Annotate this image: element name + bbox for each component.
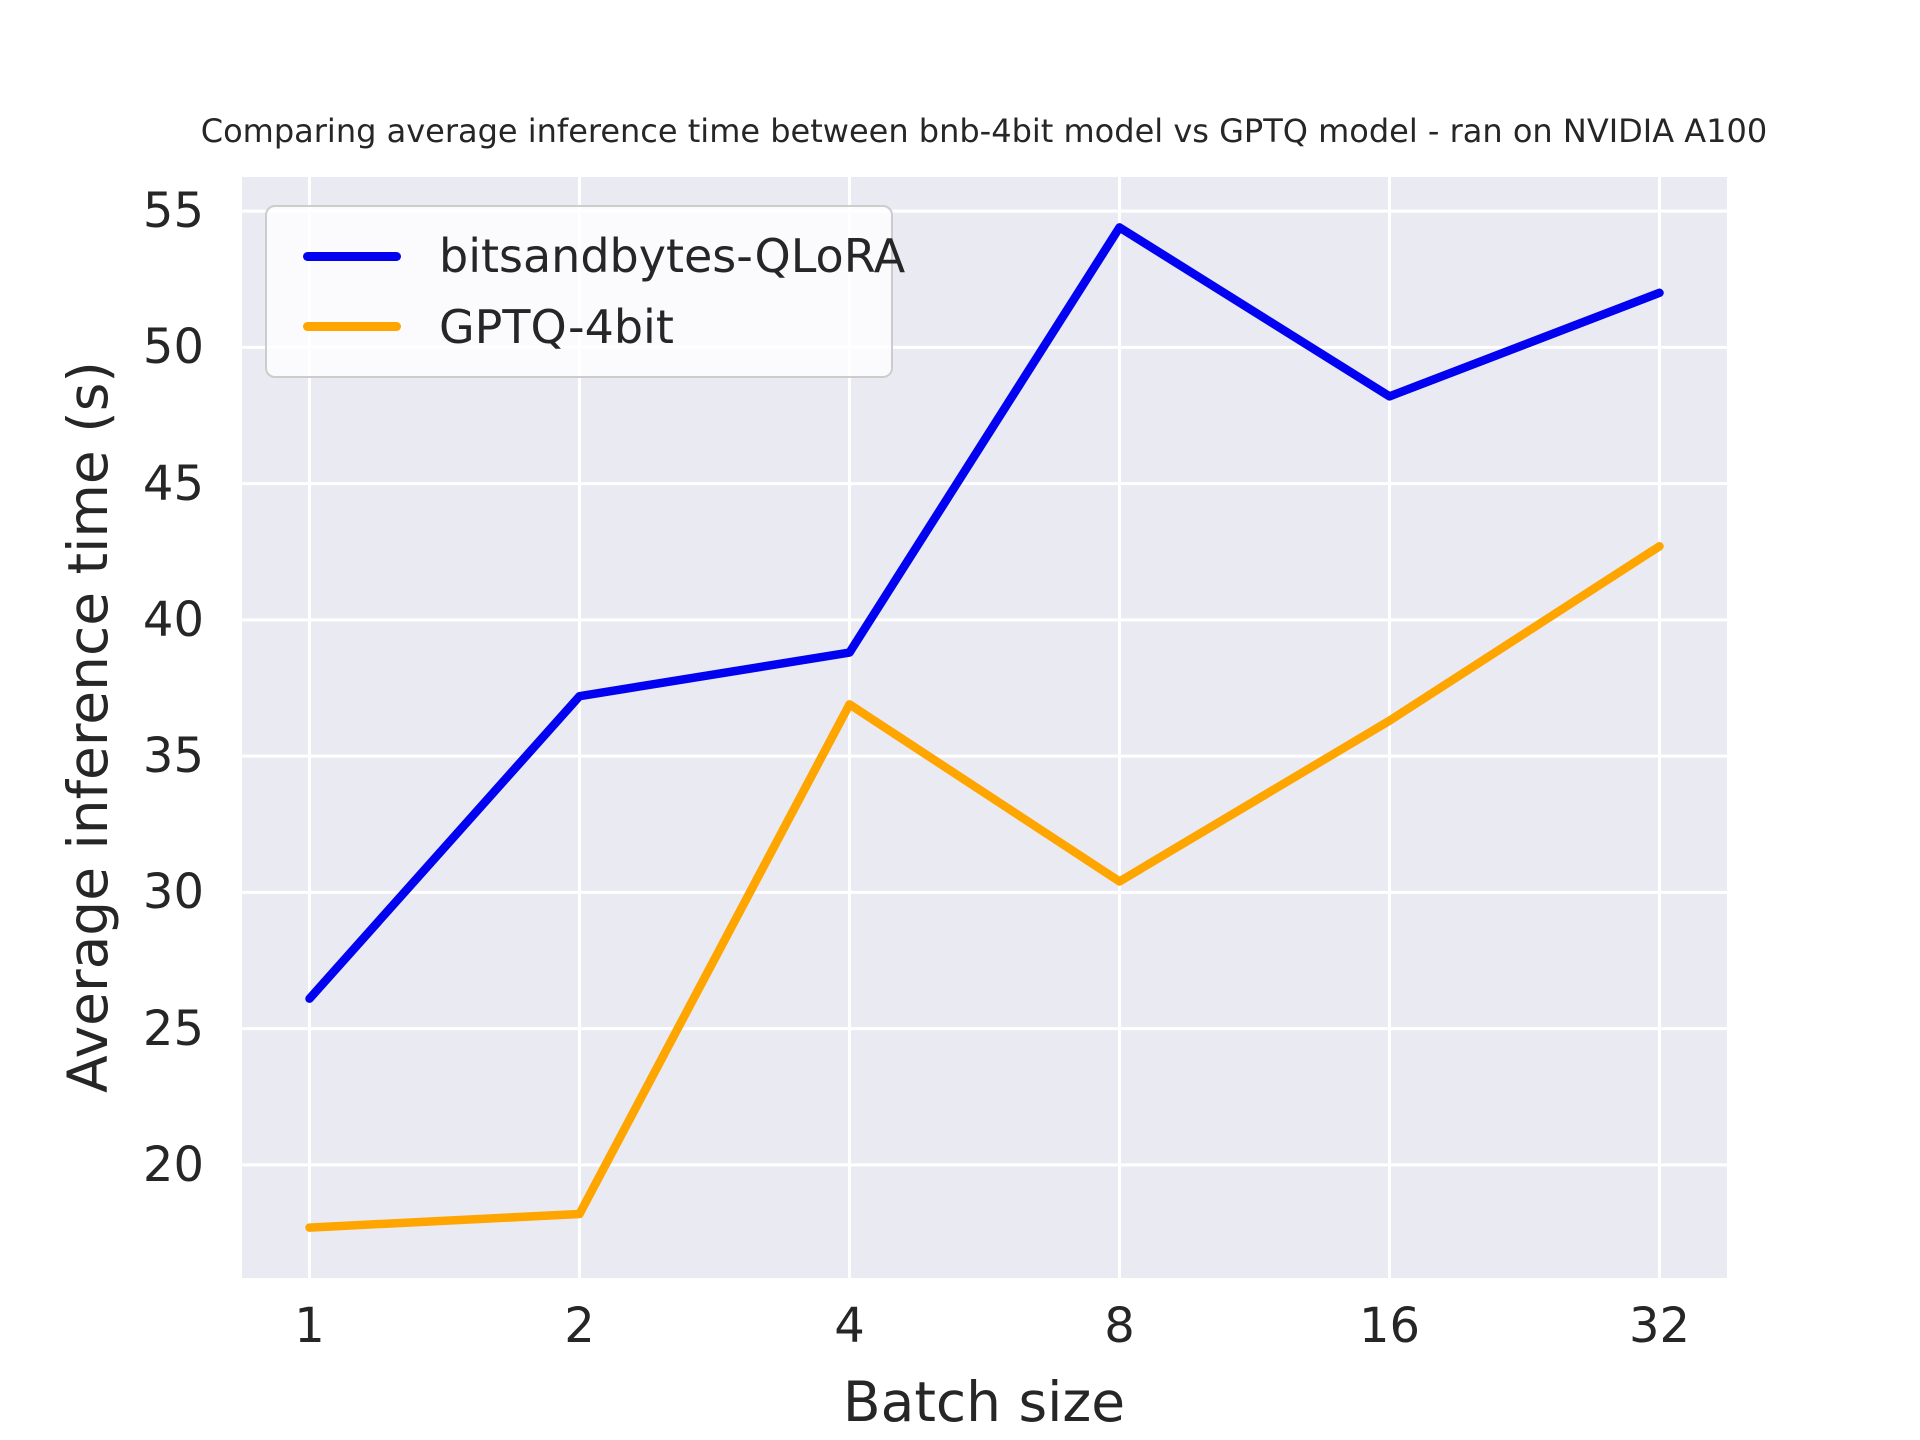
x-tick-label: 4 — [834, 1298, 865, 1354]
x-tick-label: 8 — [1104, 1298, 1135, 1354]
legend-label: bitsandbytes-QLoRA — [439, 228, 906, 283]
legend-entry-gptq: GPTQ-4bit — [267, 299, 891, 354]
x-tick-label: 2 — [564, 1298, 595, 1354]
data-line-bitsandbytes-QLoRA — [305, 223, 1664, 1003]
x-tick-label: 1 — [294, 1298, 325, 1354]
y-tick-label: 20 — [142, 1136, 204, 1193]
legend-line-swatch-orange-icon — [303, 322, 401, 332]
x-tick-label: 16 — [1358, 1298, 1421, 1354]
data-line-GPTQ-4bit — [305, 542, 1664, 1232]
y-tick-label: 40 — [142, 591, 204, 648]
y-tick-label: 30 — [142, 864, 204, 921]
legend-entry-bitsandbytes: bitsandbytes-QLoRA — [267, 231, 905, 282]
y-tick-label: 55 — [142, 183, 204, 240]
chart-title: Comparing average inference time between… — [200, 112, 1768, 150]
legend-line-swatch-blue-icon — [303, 251, 401, 261]
legend-label: GPTQ-4bit — [439, 299, 674, 354]
y-tick-label: 50 — [142, 319, 204, 376]
y-tick-label: 25 — [142, 1000, 204, 1057]
x-tick-label: 32 — [1628, 1298, 1691, 1354]
y-tick-label: 35 — [142, 728, 204, 785]
x-axis-label: Batch size — [842, 1370, 1126, 1434]
y-tick-label: 45 — [142, 455, 204, 512]
legend: bitsandbytes-QLoRA GPTQ-4bit — [265, 205, 905, 378]
